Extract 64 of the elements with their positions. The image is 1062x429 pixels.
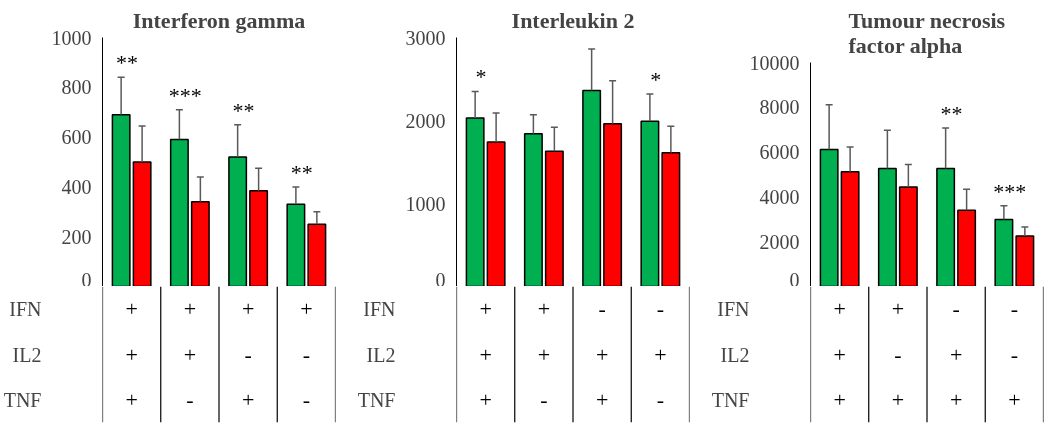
- data-label: **: [290, 159, 313, 185]
- category-label: + - +: [241, 296, 255, 412]
- bar: [936, 167, 956, 286]
- y-tick-label: 4000: [759, 185, 800, 208]
- y-tick-label: 3000: [405, 26, 446, 49]
- bar: [286, 203, 306, 286]
- bar: [169, 138, 189, 286]
- category-label: + - +: [891, 296, 905, 412]
- text: IL2: [12, 343, 42, 366]
- chart-title: Tumour necrosis factor alpha: [848, 7, 1006, 58]
- bar: [994, 218, 1014, 286]
- category-label: + + -: [183, 296, 197, 412]
- y-tick-label: 2000: [759, 230, 800, 253]
- data-label: **: [115, 50, 138, 76]
- category-label: - + +: [595, 296, 609, 412]
- bar: [228, 156, 248, 286]
- text: IL2: [366, 343, 396, 366]
- text: TNF: [357, 388, 396, 411]
- bar: [819, 148, 839, 286]
- y-tick-label: 200: [61, 225, 92, 248]
- bar: [898, 186, 918, 286]
- y-tick-label: 6000: [759, 141, 800, 164]
- bar: [957, 209, 977, 286]
- y-tick-label: 10000: [749, 51, 800, 74]
- bar: [132, 161, 152, 286]
- text: IFN: [717, 298, 750, 321]
- data-label: **: [940, 100, 963, 126]
- text: TNF: [3, 388, 42, 411]
- category-label: - + -: [654, 296, 667, 412]
- data-label: ***: [993, 178, 1027, 204]
- bar: [190, 201, 210, 286]
- text: IL2: [720, 343, 750, 366]
- category-label: + - -: [300, 296, 313, 412]
- bar: [877, 167, 897, 286]
- bar: [111, 113, 131, 286]
- data-label: *: [475, 64, 487, 90]
- bar: [1015, 235, 1035, 286]
- data-label: ***: [168, 82, 202, 108]
- category-label: - + +: [949, 296, 963, 412]
- y-tick-label: 2000: [405, 109, 446, 132]
- category-label: + + -: [537, 296, 551, 412]
- data-label: *: [650, 66, 662, 92]
- bar: [307, 223, 327, 286]
- y-tick-label: 0: [435, 268, 446, 291]
- y-tick-label: 600: [61, 126, 92, 149]
- y-tick-label: 0: [789, 268, 800, 291]
- text: IFN: [363, 298, 396, 321]
- y-tick-label: 1000: [51, 26, 92, 49]
- category-label: + + +: [833, 296, 846, 412]
- text: IFN: [9, 298, 42, 321]
- y-tick-label: 0: [81, 268, 92, 291]
- chart-title: Interferon gamma: [132, 7, 306, 33]
- category-label: + + +: [125, 296, 138, 412]
- category-label: + + +: [479, 296, 492, 412]
- y-tick-label: 8000: [759, 96, 800, 119]
- y-tick-label: 800: [61, 76, 92, 99]
- data-label: **: [232, 97, 255, 123]
- category-label: - - +: [1008, 296, 1021, 412]
- y-tick-label: 400: [61, 175, 92, 198]
- y-tick-label: 1000: [405, 192, 446, 215]
- text: TNF: [711, 388, 750, 411]
- bar: [840, 171, 860, 286]
- bar: [249, 189, 269, 286]
- chart-title: Interleukin 2: [511, 7, 635, 33]
